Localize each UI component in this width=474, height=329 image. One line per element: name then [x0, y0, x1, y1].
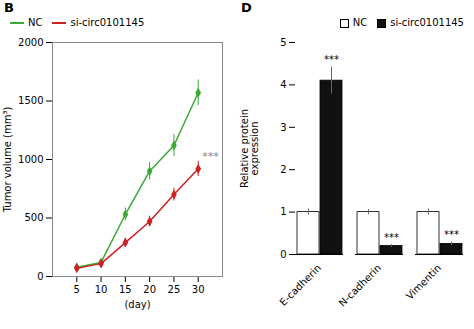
svg-text:0: 0 [37, 271, 43, 282]
svg-text:0: 0 [280, 249, 286, 260]
svg-text:5: 5 [74, 284, 80, 295]
svg-text:1: 1 [280, 206, 286, 217]
svg-text:3: 3 [280, 122, 286, 133]
html-text:NC: NC [28, 17, 43, 28]
svg-text:N-cadherin: N-cadherin [337, 262, 384, 309]
svg-text:E-cadherin: E-cadherin [277, 262, 323, 308]
svg-text:10: 10 [95, 284, 108, 295]
svg-text:30: 30 [192, 284, 205, 295]
svg-text:(day): (day) [124, 299, 150, 310]
svg-text:500: 500 [24, 212, 43, 223]
svg-text:20: 20 [143, 284, 156, 295]
svg-text:5: 5 [280, 37, 286, 48]
svg-text:4: 4 [280, 79, 286, 90]
html-text:B: B [4, 0, 14, 15]
svg-text:2000: 2000 [18, 37, 43, 48]
html-text:D: D [241, 0, 252, 15]
svg-text:15: 15 [119, 284, 132, 295]
svg-text:25: 25 [168, 284, 181, 295]
svg-text:Relative proteinexpression: Relative proteinexpression [239, 109, 260, 188]
svg-text:2: 2 [280, 164, 286, 175]
svg-text:***: *** [444, 229, 459, 240]
svg-text:1500: 1500 [18, 95, 43, 106]
svg-text:***: *** [202, 150, 219, 163]
svg-text:Tumor volume (mm³): Tumor volume (mm³) [2, 107, 13, 214]
svg-text:***: *** [324, 54, 339, 65]
html-text:NC: NC [352, 17, 368, 28]
svg-text:1000: 1000 [18, 154, 43, 165]
html-text:si-circ0101145: si-circ0101145 [70, 17, 145, 28]
svg-text:***: *** [384, 232, 399, 243]
html-text:si-circ0101145: si-circ0101145 [390, 17, 464, 28]
svg-text:Vimentin: Vimentin [404, 262, 443, 301]
